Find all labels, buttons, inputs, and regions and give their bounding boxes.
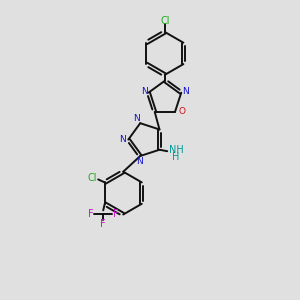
Text: Cl: Cl — [88, 173, 97, 183]
Text: F: F — [113, 209, 118, 219]
Text: N: N — [136, 157, 143, 166]
Text: H: H — [172, 152, 180, 162]
Text: N: N — [119, 134, 126, 143]
Text: O: O — [178, 107, 185, 116]
Text: N: N — [182, 87, 189, 96]
Text: NH: NH — [169, 145, 184, 155]
Text: Cl: Cl — [160, 16, 170, 26]
Text: F: F — [88, 209, 94, 219]
Text: N: N — [133, 114, 140, 123]
Text: F: F — [100, 219, 106, 229]
Text: N: N — [141, 87, 147, 96]
